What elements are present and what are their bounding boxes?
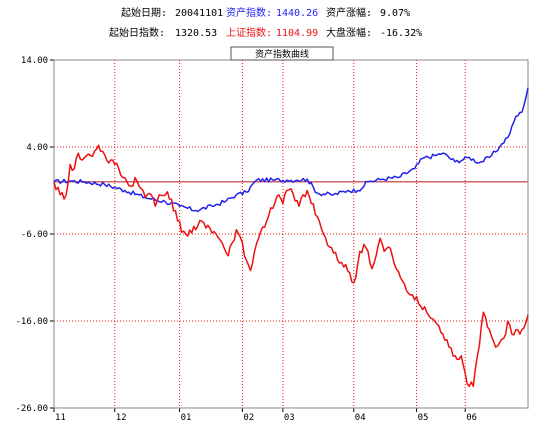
chart-title: 资产指数曲线: [255, 48, 309, 60]
sh-index-value: 1104.99: [276, 28, 319, 39]
x-tick-label: 05: [418, 413, 429, 423]
y-tick-label: -26.00: [15, 404, 48, 414]
start-date-label: 起始日期:: [121, 8, 168, 19]
y-tick-label: -16.00: [15, 317, 48, 327]
start-date-value: 20041101: [175, 8, 224, 19]
sh-index-label: 上证指数:: [226, 28, 273, 39]
title-box: [230, 46, 334, 61]
start-index-label: 起始日指数:: [109, 28, 166, 39]
market-change-value: -16.32%: [380, 28, 423, 39]
x-tick-label: 01: [181, 413, 192, 423]
y-tick-label: -6.00: [21, 230, 48, 240]
market-change-label: 大盘涨幅:: [326, 28, 373, 39]
sh-index-line: [53, 144, 529, 388]
x-tick-label: 02: [243, 413, 254, 423]
x-tick-label: 12: [116, 413, 127, 423]
y-tick-label: 4.00: [26, 143, 48, 153]
asset-change-label: 资产涨幅:: [326, 8, 373, 19]
x-tick-label: 06: [466, 413, 477, 423]
y-tick-label: 14.00: [21, 56, 48, 66]
asset-change-value: 9.07%: [380, 8, 411, 19]
asset-index-label: 资产指数:: [226, 8, 273, 19]
x-tick-label: 11: [55, 413, 66, 423]
y-axis-ticks: 14.00 4.00 -6.00 -16.00 -26.00: [15, 56, 54, 414]
chart-series: [53, 87, 529, 388]
x-tick-label: 03: [284, 413, 295, 423]
chart-grid: [54, 59, 528, 409]
asset-index-value: 1440.26: [276, 8, 319, 19]
asset-index-line: [53, 87, 529, 213]
x-axis-ticks: 11 12 01 02 03 04 05 06: [53, 408, 477, 423]
x-tick-label: 04: [355, 413, 366, 423]
start-index-value: 1320.53: [175, 28, 218, 39]
